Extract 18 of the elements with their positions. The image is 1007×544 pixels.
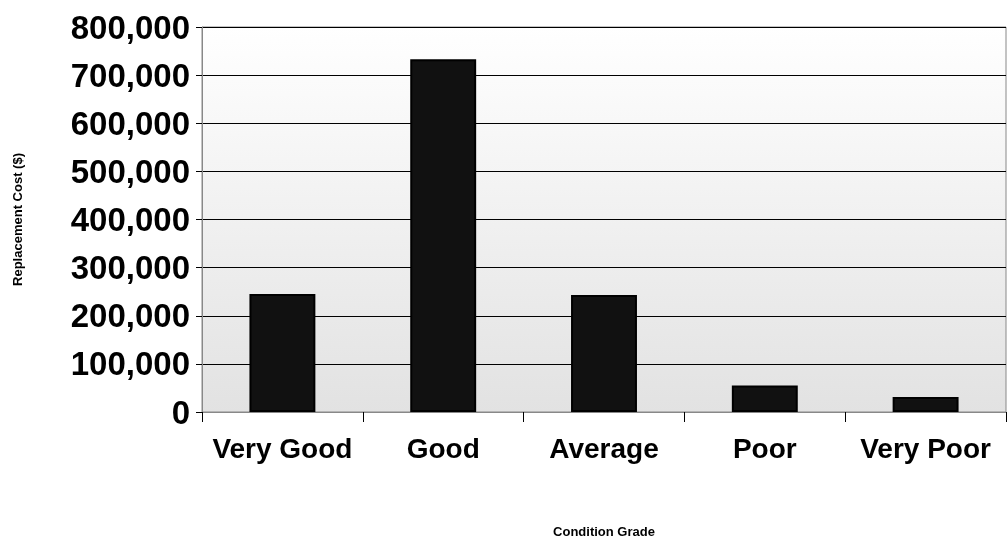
bar: [892, 397, 959, 412]
bar: [731, 385, 798, 412]
x-axis-title: Condition Grade: [553, 524, 655, 539]
y-tick-label: 400,000: [70, 201, 190, 238]
y-tick-label: 800,000: [70, 8, 190, 46]
x-tick-label: Very Good: [212, 432, 353, 464]
y-tick-label: 700,000: [70, 56, 190, 94]
x-tick-label: Average: [549, 432, 659, 464]
y-tick-label: 100,000: [70, 345, 190, 383]
y-tick-label: 500,000: [70, 152, 190, 190]
y-tick-label: 0: [171, 393, 190, 431]
y-tick-label: 600,000: [70, 104, 190, 142]
y-tick-label: 300,000: [70, 249, 190, 287]
y-tick-label: 200,000: [70, 297, 190, 335]
x-tick-label: Good: [406, 432, 480, 464]
x-tick-label: Very Poor: [860, 432, 992, 464]
x-tick-label: Poor: [732, 432, 797, 464]
y-axis-title: Replacement Cost ($): [10, 153, 25, 286]
